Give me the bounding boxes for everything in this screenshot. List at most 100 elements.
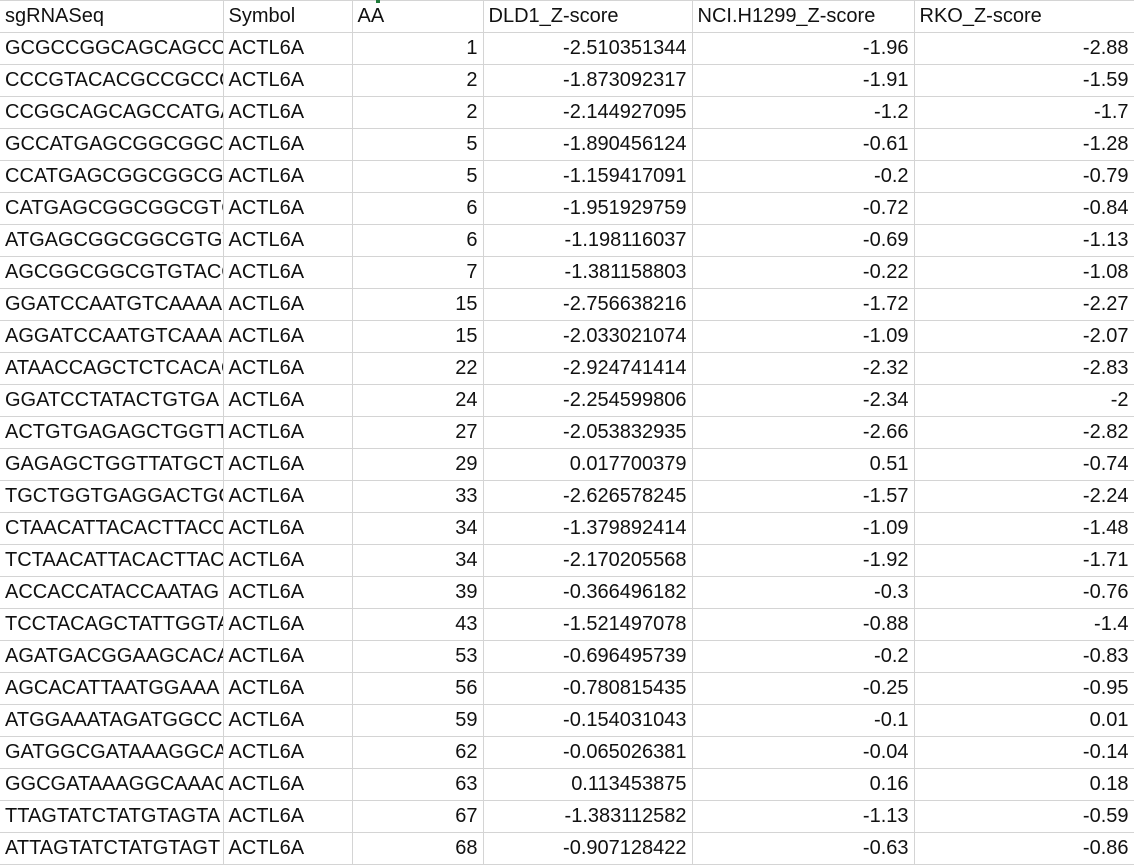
cell-aa[interactable]: 24 bbox=[352, 384, 484, 417]
cell-aa[interactable]: 34 bbox=[352, 544, 484, 577]
cell-sgrnaseq[interactable]: ACTGTGAGAGCTGGTT bbox=[0, 416, 224, 449]
cell-rko-zscore[interactable]: -1.08 bbox=[914, 256, 1134, 289]
cell-nci-h1299-zscore[interactable]: -1.72 bbox=[692, 288, 915, 321]
cell-rko-zscore[interactable]: -2.24 bbox=[914, 480, 1134, 513]
cell-dld1-zscore[interactable]: -1.159417091 bbox=[483, 160, 693, 193]
cell-sgrnaseq[interactable]: ATGAGCGGCGGCGTGT bbox=[0, 224, 224, 257]
cell-sgrnaseq[interactable]: TTAGTATCTATGTAGTA bbox=[0, 800, 224, 833]
cell-aa[interactable]: 34 bbox=[352, 512, 484, 545]
selection-handle[interactable] bbox=[376, 0, 380, 3]
cell-rko-zscore[interactable]: -2.07 bbox=[914, 320, 1134, 353]
cell-aa[interactable]: 67 bbox=[352, 800, 484, 833]
header-cell-symbol[interactable]: Symbol bbox=[223, 0, 353, 33]
cell-rko-zscore[interactable]: -0.14 bbox=[914, 736, 1134, 769]
cell-rko-zscore[interactable]: -1.59 bbox=[914, 64, 1134, 97]
cell-symbol[interactable]: ACTL6A bbox=[223, 384, 353, 417]
cell-sgrnaseq[interactable]: CCGGCAGCAGCCATGA bbox=[0, 96, 224, 129]
cell-nci-h1299-zscore[interactable]: -1.2 bbox=[692, 96, 915, 129]
cell-symbol[interactable]: ACTL6A bbox=[223, 480, 353, 513]
cell-nci-h1299-zscore[interactable]: -0.1 bbox=[692, 704, 915, 737]
cell-symbol[interactable]: ACTL6A bbox=[223, 64, 353, 97]
cell-aa[interactable]: 29 bbox=[352, 448, 484, 481]
cell-dld1-zscore[interactable]: -2.756638216 bbox=[483, 288, 693, 321]
cell-dld1-zscore[interactable]: -2.033021074 bbox=[483, 320, 693, 353]
cell-symbol[interactable]: ACTL6A bbox=[223, 832, 353, 865]
cell-nci-h1299-zscore[interactable]: -2.66 bbox=[692, 416, 915, 449]
cell-rko-zscore[interactable]: -1.4 bbox=[914, 608, 1134, 641]
cell-sgrnaseq[interactable]: AGATGACGGAAGCACA bbox=[0, 640, 224, 673]
cell-nci-h1299-zscore[interactable]: -0.63 bbox=[692, 832, 915, 865]
cell-aa[interactable]: 5 bbox=[352, 160, 484, 193]
cell-rko-zscore[interactable]: -0.76 bbox=[914, 576, 1134, 609]
cell-sgrnaseq[interactable]: ATTAGTATCTATGTAGT bbox=[0, 832, 224, 865]
cell-nci-h1299-zscore[interactable]: -1.57 bbox=[692, 480, 915, 513]
cell-nci-h1299-zscore[interactable]: -1.91 bbox=[692, 64, 915, 97]
cell-nci-h1299-zscore[interactable]: -0.69 bbox=[692, 224, 915, 257]
cell-nci-h1299-zscore[interactable]: -1.96 bbox=[692, 32, 915, 65]
cell-symbol[interactable]: ACTL6A bbox=[223, 736, 353, 769]
cell-nci-h1299-zscore[interactable]: -0.22 bbox=[692, 256, 915, 289]
cell-dld1-zscore[interactable]: -1.198116037 bbox=[483, 224, 693, 257]
cell-aa[interactable]: 27 bbox=[352, 416, 484, 449]
cell-nci-h1299-zscore[interactable]: -1.09 bbox=[692, 512, 915, 545]
cell-dld1-zscore[interactable]: -1.951929759 bbox=[483, 192, 693, 225]
cell-symbol[interactable]: ACTL6A bbox=[223, 448, 353, 481]
cell-symbol[interactable]: ACTL6A bbox=[223, 672, 353, 705]
cell-aa[interactable]: 43 bbox=[352, 608, 484, 641]
cell-dld1-zscore[interactable]: -2.053832935 bbox=[483, 416, 693, 449]
cell-sgrnaseq[interactable]: AGCACATTAATGGAAA bbox=[0, 672, 224, 705]
cell-dld1-zscore[interactable]: -2.170205568 bbox=[483, 544, 693, 577]
cell-aa[interactable]: 68 bbox=[352, 832, 484, 865]
cell-rko-zscore[interactable]: -0.59 bbox=[914, 800, 1134, 833]
header-cell-nci-h1299-zscore[interactable]: NCI.H1299_Z-score bbox=[692, 0, 915, 33]
cell-symbol[interactable]: ACTL6A bbox=[223, 128, 353, 161]
cell-symbol[interactable]: ACTL6A bbox=[223, 416, 353, 449]
cell-aa[interactable]: 6 bbox=[352, 192, 484, 225]
cell-nci-h1299-zscore[interactable]: -1.09 bbox=[692, 320, 915, 353]
cell-rko-zscore[interactable]: -0.74 bbox=[914, 448, 1134, 481]
cell-rko-zscore[interactable]: -2.83 bbox=[914, 352, 1134, 385]
cell-nci-h1299-zscore[interactable]: -0.3 bbox=[692, 576, 915, 609]
cell-nci-h1299-zscore[interactable]: -0.25 bbox=[692, 672, 915, 705]
cell-rko-zscore[interactable]: -0.84 bbox=[914, 192, 1134, 225]
cell-dld1-zscore[interactable]: -2.510351344 bbox=[483, 32, 693, 65]
cell-dld1-zscore[interactable]: -0.065026381 bbox=[483, 736, 693, 769]
cell-sgrnaseq[interactable]: CATGAGCGGCGGCGTC bbox=[0, 192, 224, 225]
cell-sgrnaseq[interactable]: ATGGAAATAGATGGCC bbox=[0, 704, 224, 737]
cell-rko-zscore[interactable]: -2.27 bbox=[914, 288, 1134, 321]
cell-sgrnaseq[interactable]: TCCTACAGCTATTGGTA bbox=[0, 608, 224, 641]
cell-sgrnaseq[interactable]: GGATCCAATGTCAAAA bbox=[0, 288, 224, 321]
cell-symbol[interactable]: ACTL6A bbox=[223, 32, 353, 65]
cell-rko-zscore[interactable]: 0.18 bbox=[914, 768, 1134, 801]
cell-dld1-zscore[interactable]: -2.924741414 bbox=[483, 352, 693, 385]
cell-aa[interactable]: 53 bbox=[352, 640, 484, 673]
cell-symbol[interactable]: ACTL6A bbox=[223, 352, 353, 385]
cell-dld1-zscore[interactable]: -1.890456124 bbox=[483, 128, 693, 161]
cell-sgrnaseq[interactable]: GAGAGCTGGTTATGCT bbox=[0, 448, 224, 481]
header-cell-aa[interactable]: AA bbox=[352, 0, 484, 33]
cell-sgrnaseq[interactable]: TCTAACATTACACTTAC bbox=[0, 544, 224, 577]
cell-symbol[interactable]: ACTL6A bbox=[223, 224, 353, 257]
cell-symbol[interactable]: ACTL6A bbox=[223, 512, 353, 545]
cell-sgrnaseq[interactable]: AGGATCCAATGTCAAA bbox=[0, 320, 224, 353]
cell-symbol[interactable]: ACTL6A bbox=[223, 608, 353, 641]
cell-dld1-zscore[interactable]: -1.381158803 bbox=[483, 256, 693, 289]
cell-dld1-zscore[interactable]: -0.907128422 bbox=[483, 832, 693, 865]
cell-symbol[interactable]: ACTL6A bbox=[223, 192, 353, 225]
cell-rko-zscore[interactable]: -2.88 bbox=[914, 32, 1134, 65]
cell-dld1-zscore[interactable]: -0.780815435 bbox=[483, 672, 693, 705]
cell-dld1-zscore[interactable]: -2.626578245 bbox=[483, 480, 693, 513]
cell-rko-zscore[interactable]: -1.13 bbox=[914, 224, 1134, 257]
cell-symbol[interactable]: ACTL6A bbox=[223, 288, 353, 321]
cell-aa[interactable]: 59 bbox=[352, 704, 484, 737]
cell-aa[interactable]: 7 bbox=[352, 256, 484, 289]
cell-aa[interactable]: 56 bbox=[352, 672, 484, 705]
cell-dld1-zscore[interactable]: 0.113453875 bbox=[483, 768, 693, 801]
cell-dld1-zscore[interactable]: -0.366496182 bbox=[483, 576, 693, 609]
cell-nci-h1299-zscore[interactable]: -0.88 bbox=[692, 608, 915, 641]
cell-dld1-zscore[interactable]: -1.379892414 bbox=[483, 512, 693, 545]
cell-rko-zscore[interactable]: 0.01 bbox=[914, 704, 1134, 737]
cell-aa[interactable]: 22 bbox=[352, 352, 484, 385]
cell-rko-zscore[interactable]: -0.83 bbox=[914, 640, 1134, 673]
cell-dld1-zscore[interactable]: -1.521497078 bbox=[483, 608, 693, 641]
